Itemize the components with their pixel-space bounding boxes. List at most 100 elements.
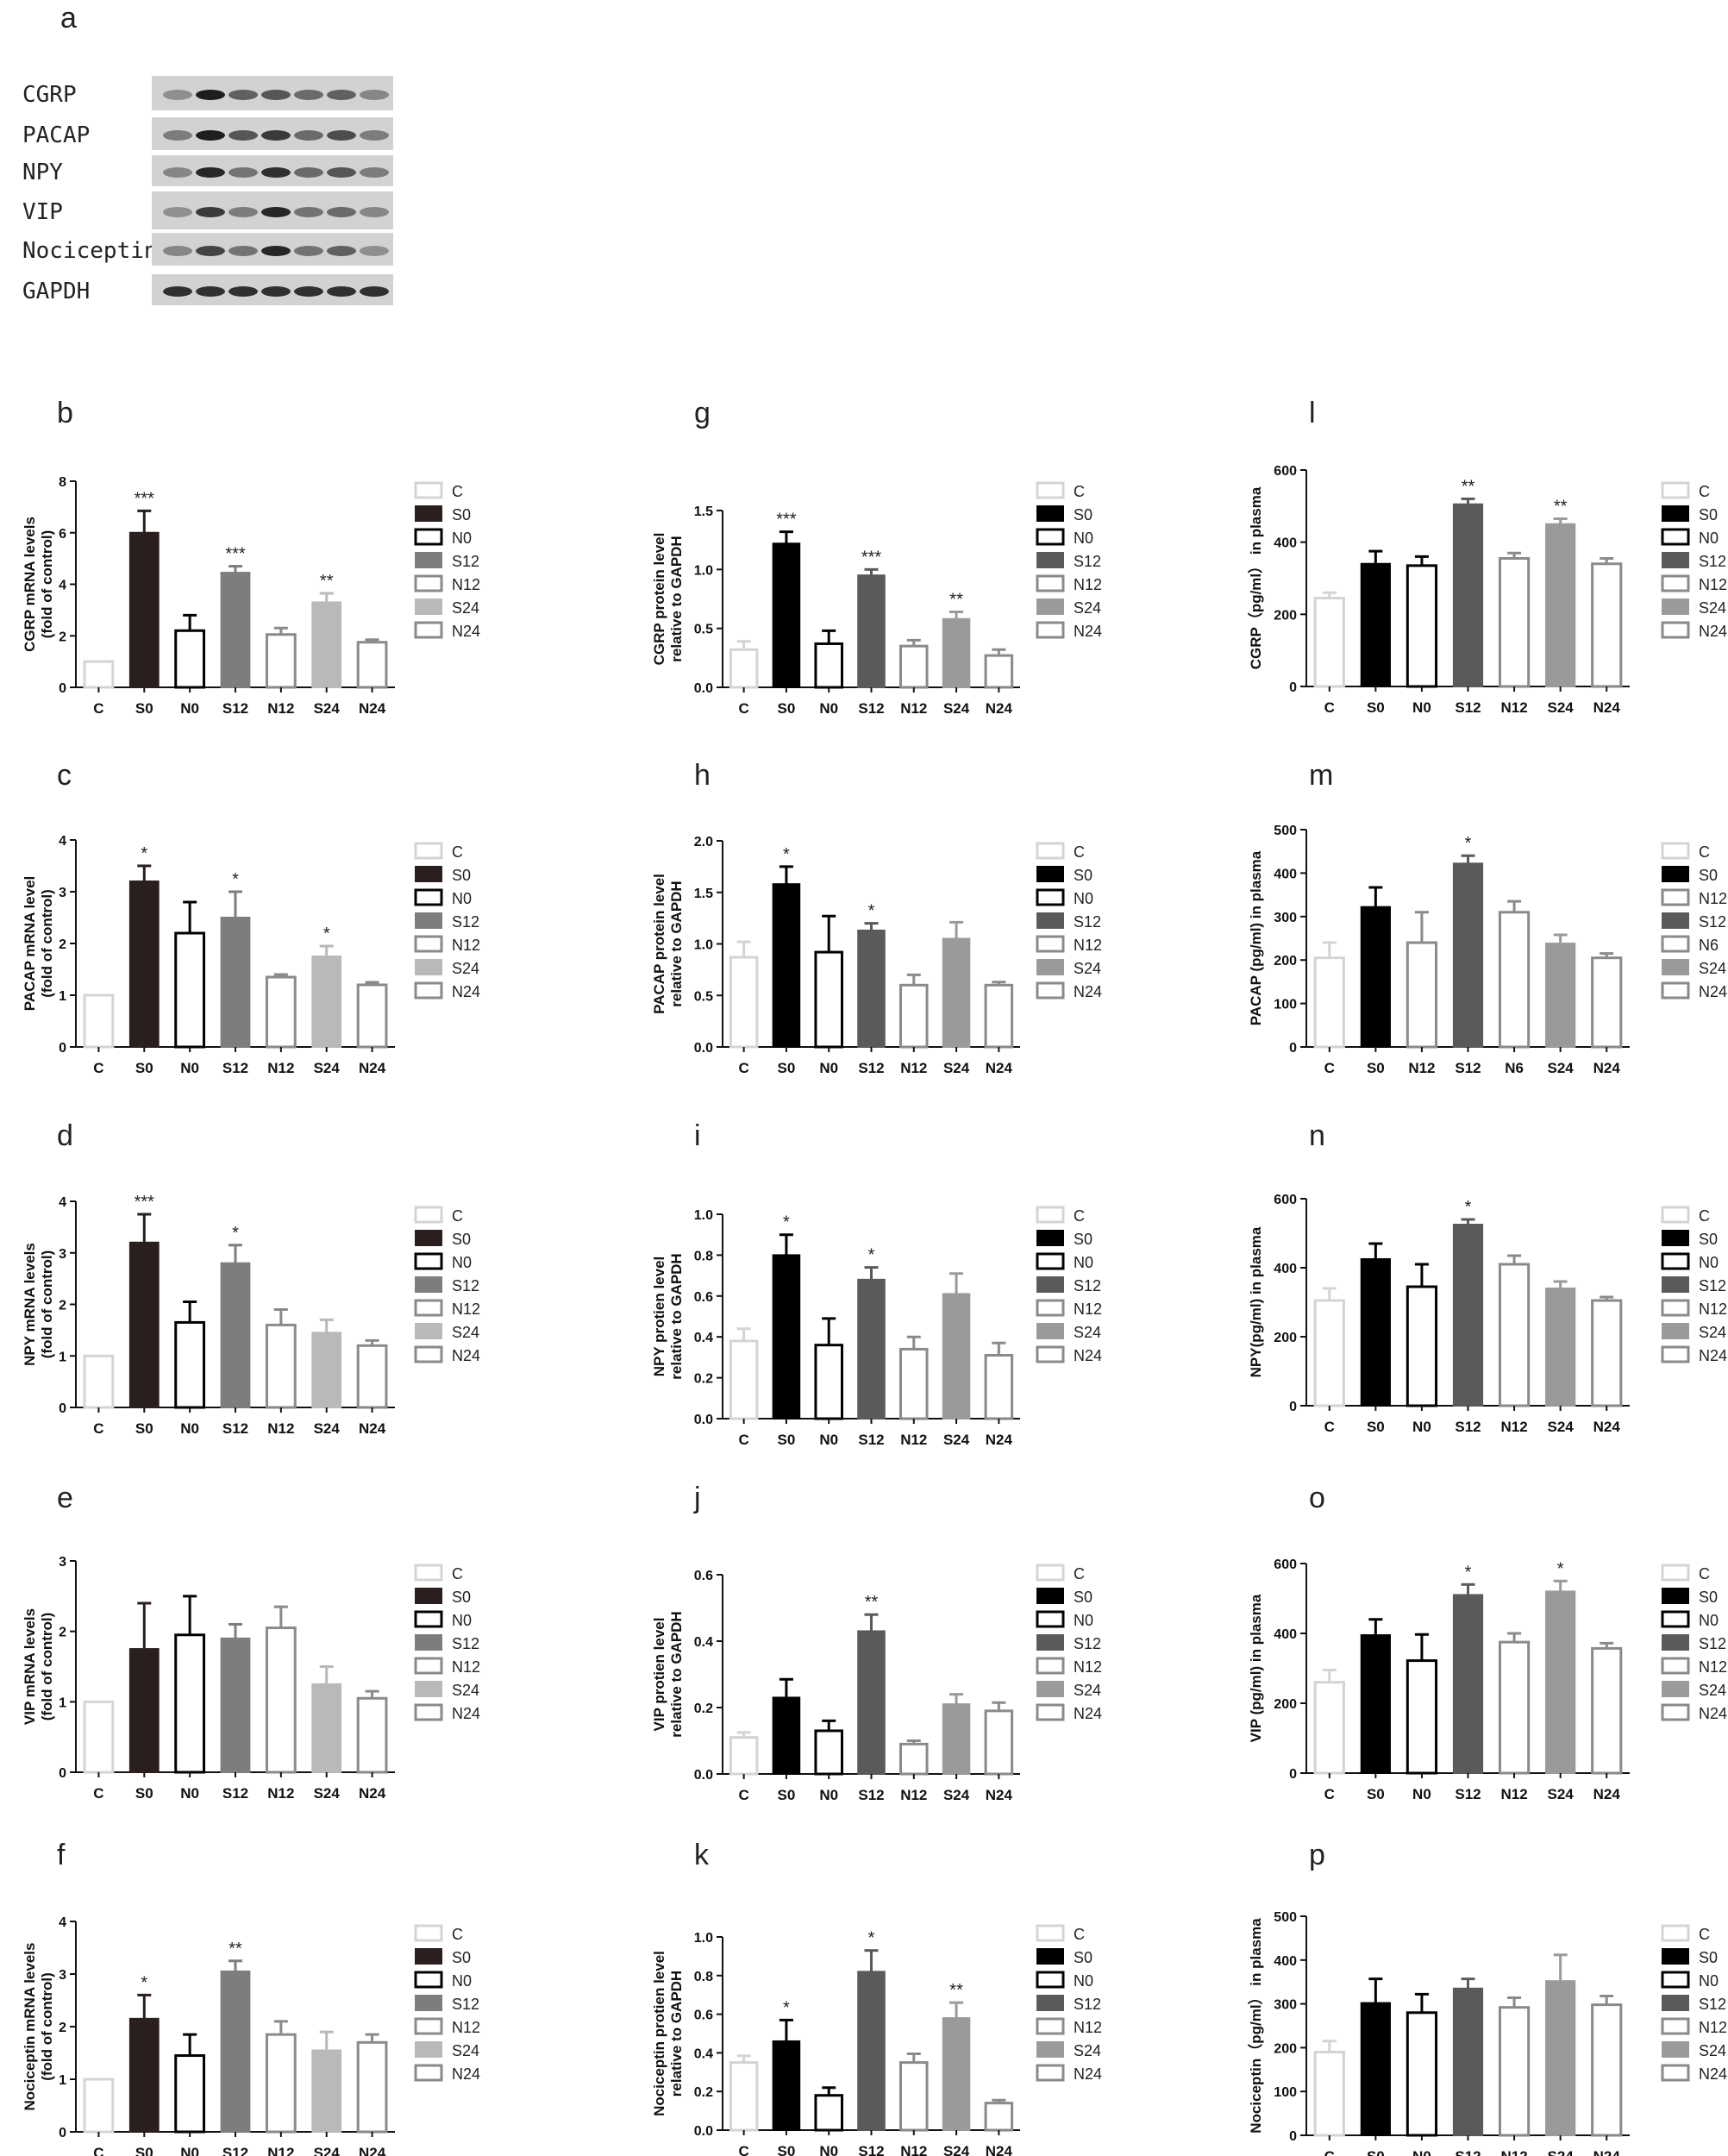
legend-swatch-c xyxy=(1661,481,1690,499)
legend-label: N12 xyxy=(1699,1658,1727,1676)
y-tick-label: 0 xyxy=(59,1766,66,1781)
blot-band xyxy=(360,207,389,217)
blot-band xyxy=(163,286,192,297)
legend-label: S12 xyxy=(452,553,479,570)
y-tick-label: 0 xyxy=(1289,680,1297,695)
x-tick-label: S0 xyxy=(1367,1419,1385,1435)
y-tick-label: 0.0 xyxy=(694,2124,713,2139)
blot-band xyxy=(327,207,356,217)
legend: C S0 N0 S12 N12 S24 N24 xyxy=(414,1206,480,1364)
legend-label: N12 xyxy=(1074,2019,1102,2036)
y-axis-label-line: relative to GAPDH xyxy=(668,1611,685,1737)
legend-label: S24 xyxy=(1074,1324,1101,1341)
x-tick-label: S0 xyxy=(135,1420,153,1437)
legend: C S0 N0 S12 N12 S24 N24 xyxy=(1036,1206,1102,1364)
x-tick-label: S0 xyxy=(135,1785,153,1802)
y-axis-label-line: Nociceptin mRNA levels xyxy=(22,1943,38,2111)
x-tick-label: N24 xyxy=(359,2145,386,2156)
panel-label-c: c xyxy=(57,759,72,792)
bar-s12 xyxy=(220,917,251,1048)
y-tick-label: 0.4 xyxy=(694,1635,713,1650)
x-tick-label: C xyxy=(739,1432,749,1448)
y-tick-label: 2 xyxy=(59,1299,66,1313)
significance-mark: *** xyxy=(135,489,155,508)
legend-swatch-c xyxy=(414,1206,443,1224)
legend-swatch-s0 xyxy=(1036,1588,1064,1604)
legend-label: N0 xyxy=(1074,530,1093,547)
x-tick-label: C xyxy=(1324,1786,1335,1802)
legend: C S0 N0 S12 N12 S24 N24 xyxy=(1036,1924,1102,2083)
bar-s24 xyxy=(942,1293,971,1420)
y-tick-label: 1.5 xyxy=(694,887,713,901)
legend-label: S12 xyxy=(452,913,479,931)
x-tick-label: S12 xyxy=(222,2145,248,2156)
bar-c xyxy=(1313,1681,1345,1775)
legend-label: N24 xyxy=(1074,2065,1102,2083)
bar-n12 xyxy=(899,644,929,689)
legend-swatch-s0 xyxy=(1036,505,1064,522)
bar-s24 xyxy=(311,956,342,1048)
chart-panel-m: m 0 100 200 300 400 500 PACAP (pg/ml) in plasma… xyxy=(1248,759,1727,1076)
legend-swatch-s0 xyxy=(415,1948,442,1965)
chart-panel-g: g 0.0 0.5 1.0 1.5 CGRP protein levelrelative … xyxy=(651,397,1102,717)
bar-s24 xyxy=(311,601,342,688)
blot-band xyxy=(294,90,323,100)
y-axis-label: PACAP protein levelrelative to GAPDH xyxy=(651,874,685,1014)
blot-band xyxy=(294,207,323,217)
legend-swatch-s0 xyxy=(1036,1230,1064,1246)
blot-band xyxy=(261,246,291,256)
significance-mark: *** xyxy=(225,545,246,564)
y-tick-label: 0 xyxy=(59,681,66,696)
y-axis-label: VIP protien levelrelative to GAPDH xyxy=(651,1611,685,1737)
chart-panel-p: p 0 100 200 300 400 500 Nociceptin（pg/ml） in pl… xyxy=(1247,1839,1727,2156)
y-tick-label: 2 xyxy=(59,1626,66,1640)
y-tick-label: 400 xyxy=(1274,1954,1297,1969)
x-tick-label: S24 xyxy=(314,2145,341,2156)
y-tick-label: 500 xyxy=(1274,824,1297,838)
x-tick-label: S12 xyxy=(1455,2148,1481,2156)
bar-n12 xyxy=(899,983,929,1049)
y-tick-label: 3 xyxy=(59,1247,66,1262)
bar-s12 xyxy=(1452,503,1484,687)
blot-band xyxy=(163,130,192,141)
x-tick-label: S0 xyxy=(135,1060,153,1076)
y-tick-label: 2 xyxy=(59,2021,66,2035)
blot-band xyxy=(294,167,323,178)
x-tick-label: N12 xyxy=(1500,1786,1527,1802)
blot-band xyxy=(261,286,291,297)
legend: C S0 N0 S12 N12 S24 N24 xyxy=(1661,481,1727,640)
blot-band xyxy=(294,286,323,297)
blot-band xyxy=(229,90,258,100)
y-axis-label: Nociceptin protien levelrelative to GAPD… xyxy=(651,1951,685,2116)
y-tick-label: 200 xyxy=(1274,2041,1297,2056)
panel-label-e: e xyxy=(57,1482,73,1514)
legend-label: S24 xyxy=(1074,1682,1101,1699)
legend-swatch-n24 xyxy=(1036,621,1065,639)
legend-label: S0 xyxy=(1074,1949,1093,1966)
legend-label: N24 xyxy=(452,983,480,1000)
x-tick-label: N12 xyxy=(267,1420,294,1437)
bar-s0 xyxy=(128,1241,160,1409)
bar-s12 xyxy=(857,929,886,1048)
bar-n24 xyxy=(1591,1299,1623,1407)
significance-mark: ** xyxy=(320,572,334,591)
significance-mark: ** xyxy=(1554,497,1568,516)
legend: C S0 N0 S12 N12 S24 N24 xyxy=(414,1564,480,1722)
y-axis-label-line: CGRP protein level xyxy=(651,533,667,666)
bar-s24 xyxy=(1545,943,1576,1048)
legend-label: C xyxy=(452,1207,463,1225)
legend-swatch-n0 xyxy=(414,1252,443,1270)
bar-n12 xyxy=(265,633,297,689)
legend-label: S24 xyxy=(452,1682,479,1699)
x-tick-label: S24 xyxy=(314,700,341,717)
bar-s24 xyxy=(942,1703,971,1776)
x-tick-label: S12 xyxy=(858,700,884,717)
legend-label: S0 xyxy=(452,1589,471,1606)
bar-s12 xyxy=(220,1262,251,1408)
legend-label: S24 xyxy=(1074,599,1101,617)
legend-swatch-c xyxy=(1036,842,1065,860)
legend-label: C xyxy=(452,843,463,861)
y-tick-label: 2.0 xyxy=(694,835,713,849)
y-tick-label: 0 xyxy=(59,2126,66,2140)
